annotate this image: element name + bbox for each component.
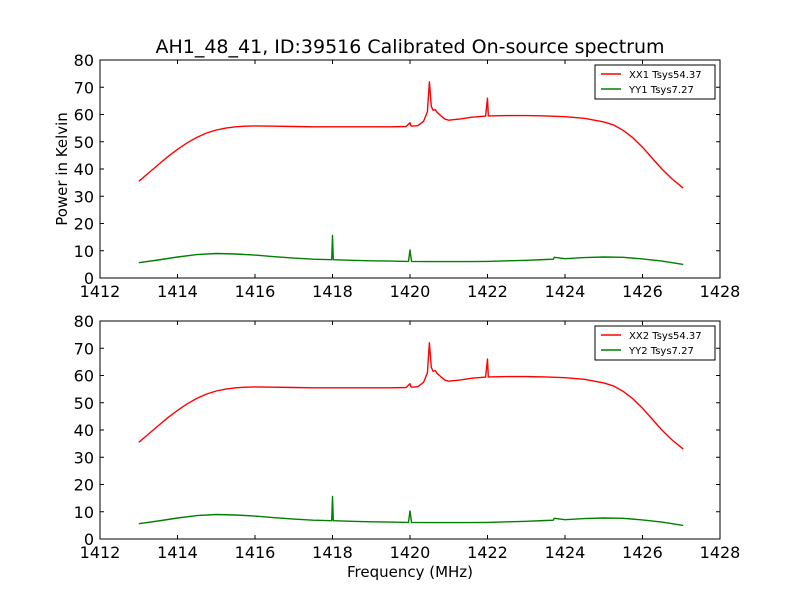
y-tick-label: 10 xyxy=(74,242,94,261)
y-tick-label: 60 xyxy=(74,367,94,386)
x-tick-label: 1414 xyxy=(157,543,198,562)
x-tick-label: 1426 xyxy=(622,282,663,301)
legend-box xyxy=(594,64,716,100)
x-tick-label: 1420 xyxy=(390,543,431,562)
legend-label-2: YY1 Tsys7.27 xyxy=(628,85,694,96)
y-tick-label: 80 xyxy=(74,51,94,70)
x-tick-label: 1418 xyxy=(312,543,353,562)
y-tick-label: 40 xyxy=(74,160,94,179)
series-line-1 xyxy=(138,81,684,189)
y-tick-label: 30 xyxy=(74,448,94,467)
y-tick-label: 20 xyxy=(74,215,94,234)
x-tick-label: 1424 xyxy=(545,543,586,562)
chart-title: AH1_48_41, ID:39516 Calibrated On-source… xyxy=(155,36,664,58)
legend-box xyxy=(594,325,716,361)
x-tick-label: 1412 xyxy=(80,543,121,562)
y-tick-label: 30 xyxy=(74,187,94,206)
x-tick-label: 1422 xyxy=(467,282,508,301)
y-tick-label: 10 xyxy=(74,503,94,522)
x-axis-label: Frequency (MHz) xyxy=(347,563,473,581)
x-tick-label: 1424 xyxy=(545,282,586,301)
y-tick-label: 70 xyxy=(74,339,94,358)
y-axis-label: Power in Kelvin xyxy=(53,112,71,226)
y-tick-label: 40 xyxy=(74,421,94,440)
x-tick-label: 1412 xyxy=(80,282,121,301)
y-tick-label: 20 xyxy=(74,476,94,495)
y-tick-label: 60 xyxy=(74,106,94,125)
top-plot: 1412 1414 1416 1418 1420 1422 1424 1426 1428 0 10 2… xyxy=(74,51,741,301)
x-tick-label: 1420 xyxy=(390,282,431,301)
x-tick-label: 1422 xyxy=(467,543,508,562)
bottom-plot: 1412 1414 1416 1418 1420 1422 1424 1426 1428 0 10 2… xyxy=(74,312,741,562)
x-tick-label: 1416 xyxy=(235,282,276,301)
y-tick-label: 70 xyxy=(74,78,94,97)
x-tick-label: 1428 xyxy=(700,282,741,301)
y-tick-label: 50 xyxy=(74,133,94,152)
x-tick-label: 1426 xyxy=(622,543,663,562)
y-tick-label: 0 xyxy=(84,530,94,549)
series-line-2 xyxy=(138,495,684,527)
y-tick-label: 50 xyxy=(74,394,94,413)
series-line-1 xyxy=(138,342,684,450)
legend-label-1: XX1 Tsys54.37 xyxy=(629,70,702,81)
x-tick-label: 1414 xyxy=(157,282,198,301)
series-line-2 xyxy=(138,234,684,266)
x-tick-label: 1416 xyxy=(235,543,276,562)
y-tick-label: 80 xyxy=(74,312,94,331)
legend: XX2 Tsys54.37 YY2 Tsys7.27 xyxy=(594,325,716,361)
legend-label-1: XX2 Tsys54.37 xyxy=(629,331,702,342)
legend-label-2: YY2 Tsys7.27 xyxy=(628,346,694,357)
x-tick-label: 1428 xyxy=(700,543,741,562)
y-tick-label: 0 xyxy=(84,269,94,288)
legend: XX1 Tsys54.37 YY1 Tsys7.27 xyxy=(594,64,716,100)
x-tick-label: 1418 xyxy=(312,282,353,301)
